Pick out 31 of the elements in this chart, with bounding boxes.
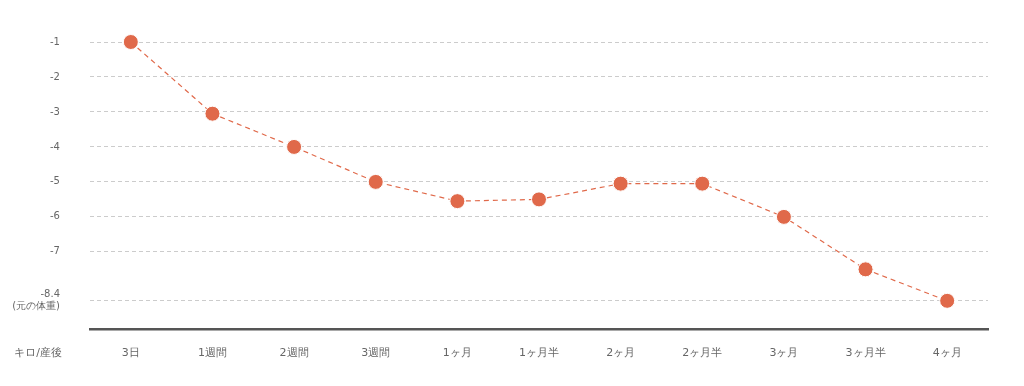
y-tick-label: -3 xyxy=(50,105,60,117)
x-tick-label: 1週間 xyxy=(197,346,227,360)
x-tick-label: 2週間 xyxy=(279,346,309,360)
x-tick-label: 2ヶ月 xyxy=(606,346,636,360)
point xyxy=(939,292,956,309)
x-tick-label: 3週間 xyxy=(361,346,391,360)
x-axis-title: キロ/産後 xyxy=(14,345,62,359)
y-tick-label: -2 xyxy=(50,70,60,82)
x-tick-label: 3日 xyxy=(121,346,140,360)
point xyxy=(775,208,792,225)
y-tick-label: -8.4 (元の体重) xyxy=(12,288,61,312)
y-tick-label: -7 xyxy=(50,245,60,257)
y-tick-label: -6 xyxy=(50,210,60,222)
x-tick-label: 2ヶ月半 xyxy=(682,346,723,360)
point xyxy=(286,138,303,155)
point xyxy=(531,191,547,208)
point xyxy=(204,105,221,122)
point xyxy=(367,173,384,190)
x-tick-label: 3ヶ月半 xyxy=(845,346,886,360)
point xyxy=(612,175,629,192)
point xyxy=(694,175,711,192)
x-tick-label: 1ヶ月半 xyxy=(519,346,559,360)
x-tick-label: 4ヶ月 xyxy=(932,346,962,360)
point xyxy=(449,193,466,210)
x-tick-label: 1ヶ月 xyxy=(442,346,472,360)
y-tick-label: -1 xyxy=(50,35,60,47)
y-tick-label: -5 xyxy=(50,175,60,187)
x-tick-label: 3ヶ月 xyxy=(769,346,799,360)
point xyxy=(857,261,874,278)
point xyxy=(122,34,139,50)
y-tick-label: -4 xyxy=(50,140,60,152)
